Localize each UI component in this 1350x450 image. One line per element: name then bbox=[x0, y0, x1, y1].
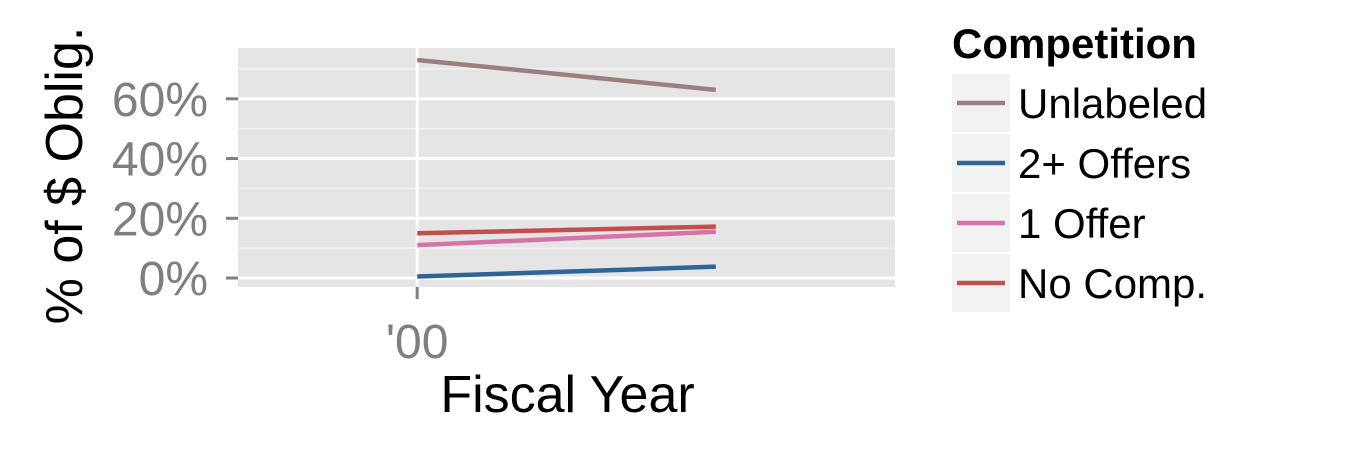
plot-panel bbox=[238, 48, 895, 287]
series-line bbox=[417, 224, 716, 236]
series-line bbox=[417, 264, 716, 279]
y-tick-label: 40% bbox=[112, 134, 208, 187]
legend-label: No Comp. bbox=[1018, 260, 1207, 307]
series-lines bbox=[416, 57, 717, 279]
y-axis-title: % of $ Oblig. bbox=[36, 27, 94, 325]
legend-label: Unlabeled bbox=[1018, 80, 1207, 127]
x-tick-label: '00 bbox=[386, 316, 449, 369]
y-tick-label: 60% bbox=[112, 74, 208, 127]
legend-label: 1 Offer bbox=[1018, 200, 1146, 247]
series-line bbox=[417, 229, 716, 248]
y-tick-label: 0% bbox=[139, 253, 208, 306]
x-axis: '00 bbox=[386, 287, 449, 369]
legend-label: 2+ Offers bbox=[1018, 140, 1191, 187]
x-axis-title: Fiscal Year bbox=[440, 366, 694, 424]
series-line bbox=[416, 57, 717, 93]
y-tick-label: 20% bbox=[112, 193, 208, 246]
legend-title: Competition bbox=[952, 20, 1197, 67]
y-axis: 0% 20% 40% 60% bbox=[112, 74, 238, 306]
grid-lines bbox=[238, 48, 895, 287]
legend: Competition Unlabeled 2+ Offers 1 Offer No … bbox=[952, 20, 1207, 312]
